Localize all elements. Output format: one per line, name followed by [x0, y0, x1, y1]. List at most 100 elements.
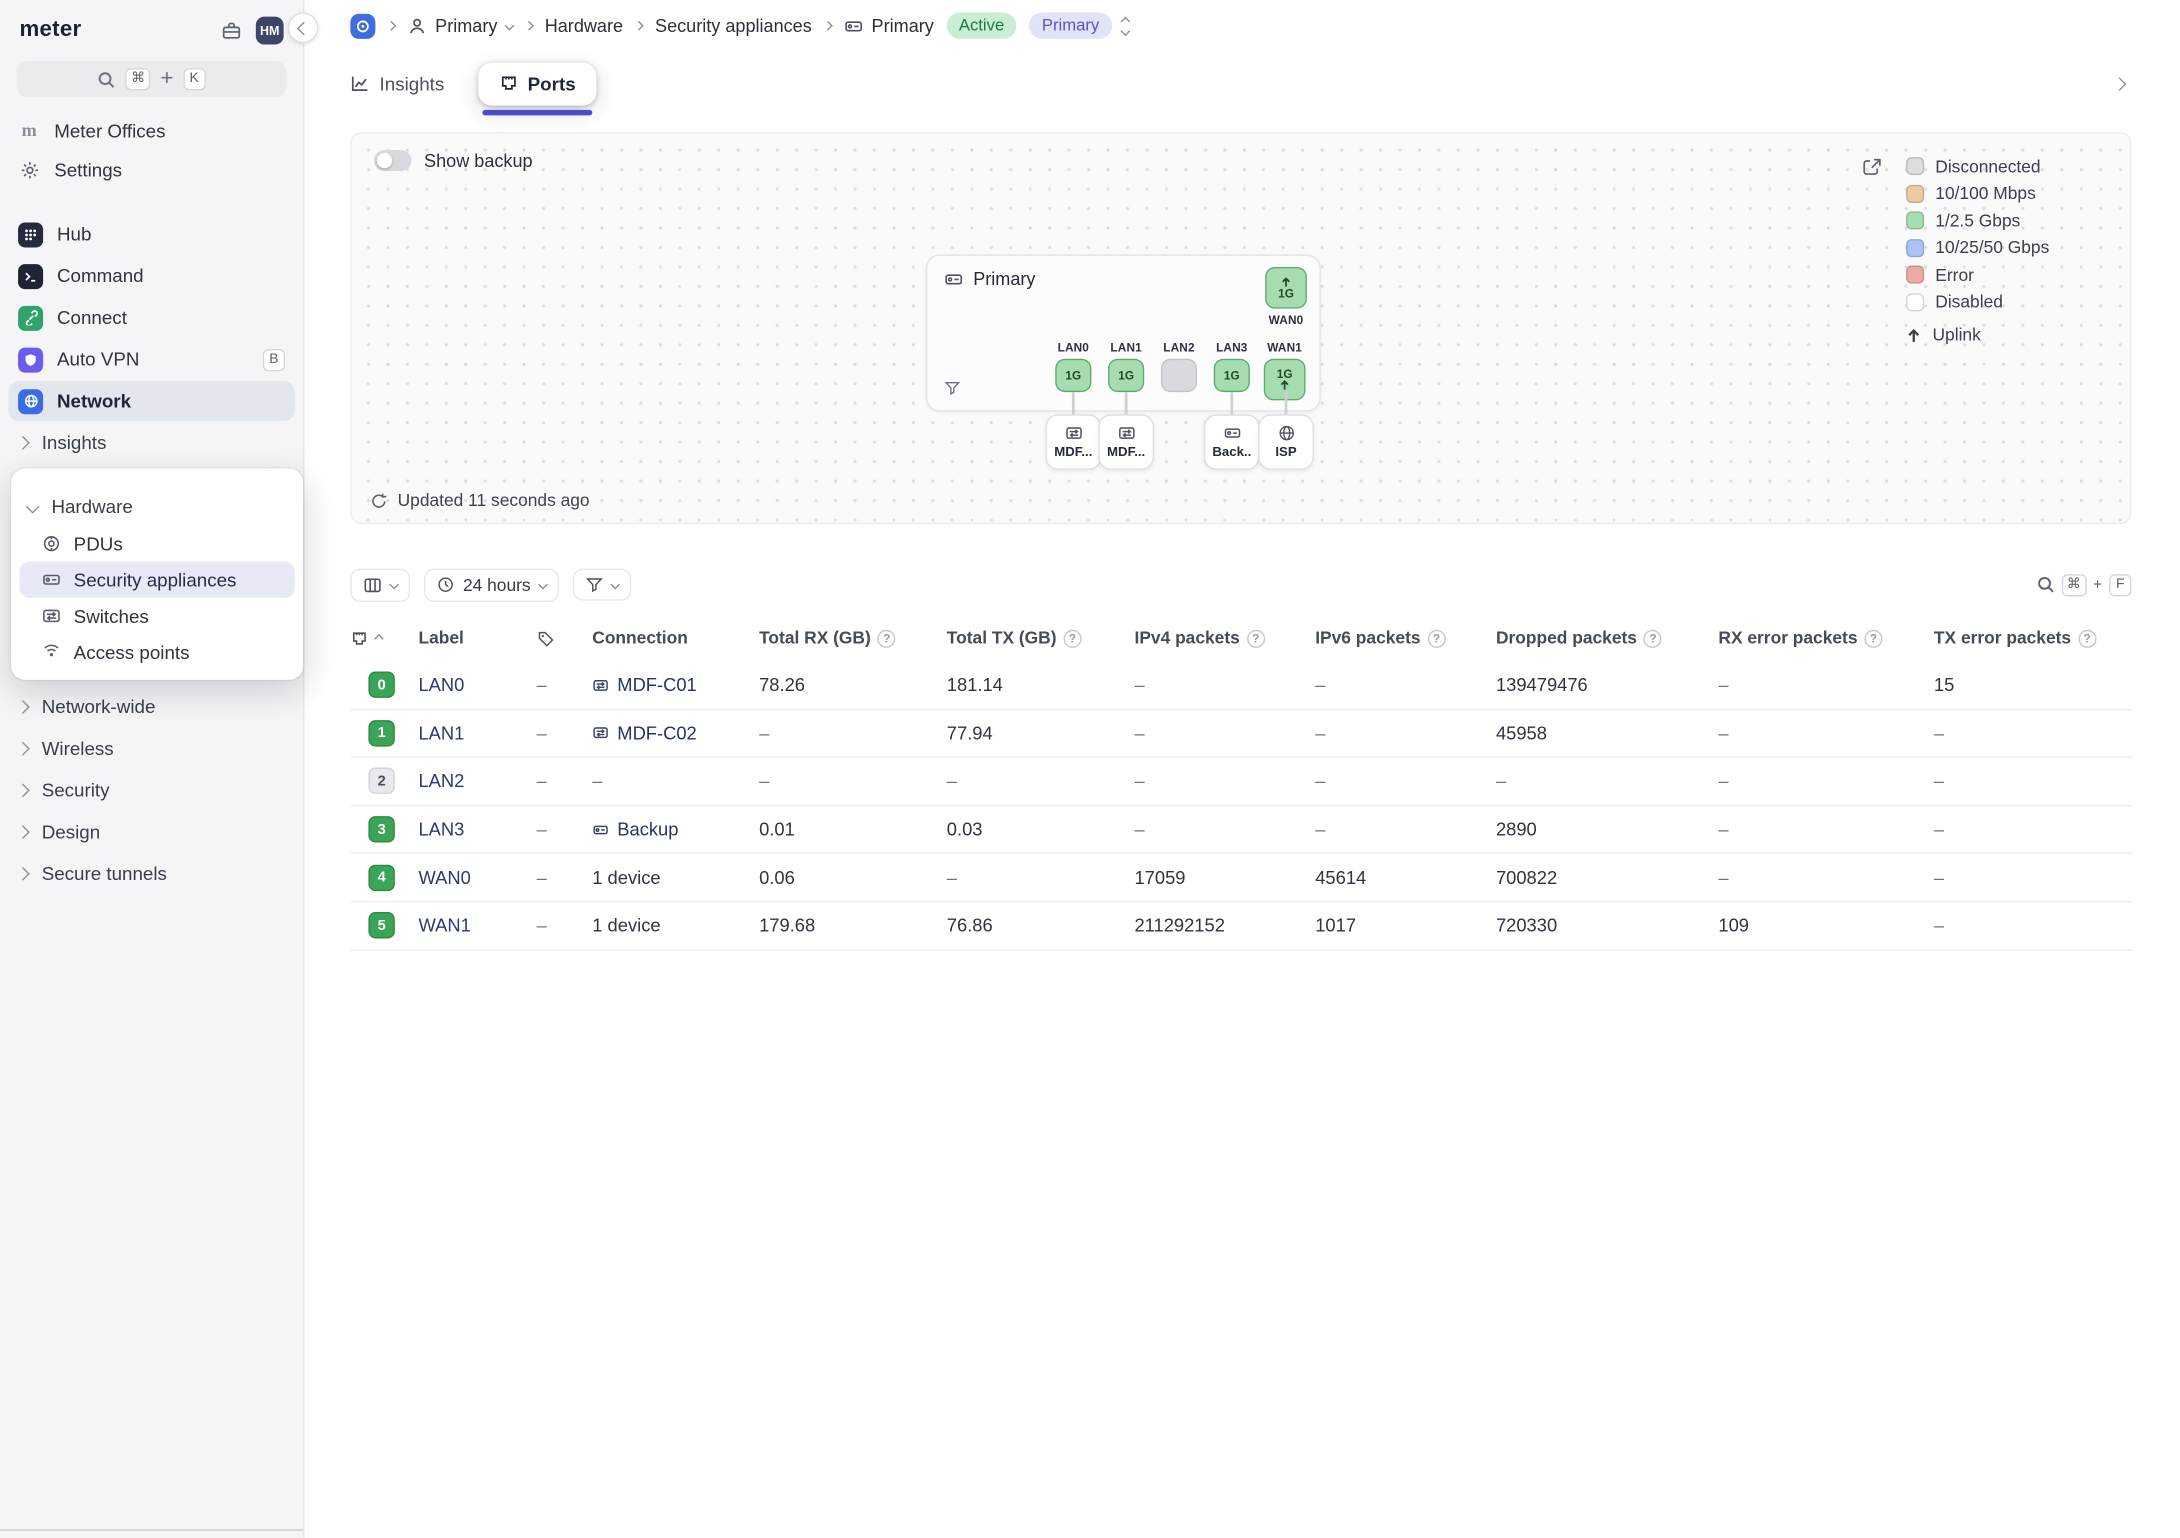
- column-dropped[interactable]: Dropped packets?: [1496, 628, 1718, 648]
- updated-status: Updated 11 seconds ago: [370, 491, 590, 510]
- port-lan3[interactable]: LAN3 1G: [1213, 341, 1250, 401]
- help-icon[interactable]: ?: [2078, 629, 2097, 648]
- column-port-number[interactable]: [350, 629, 418, 647]
- connection-link[interactable]: MDF-C02: [592, 723, 759, 744]
- port-lan2[interactable]: LAN2: [1160, 341, 1198, 401]
- filter-icon: [585, 576, 603, 594]
- time-range-button[interactable]: 24 hours: [424, 567, 559, 602]
- help-icon[interactable]: ?: [1427, 629, 1446, 648]
- table-row[interactable]: 4 WAN0 – 1 device 0.06 – 17059 45614 700…: [350, 854, 2132, 903]
- breadcrumb-hardware[interactable]: Hardware: [544, 15, 624, 37]
- legend-swatch-disabled: [1906, 293, 1925, 312]
- app-nav: Hub Command Connect Auto VPN B: [0, 214, 303, 422]
- sidebar-section-secure-tunnels[interactable]: Secure tunnels: [0, 852, 303, 894]
- sidebar-section-wireless[interactable]: Wireless: [0, 727, 303, 769]
- show-backup-toggle[interactable]: [373, 150, 412, 172]
- help-icon[interactable]: ?: [1643, 629, 1662, 648]
- port-lan0[interactable]: LAN0 1G: [1055, 341, 1092, 401]
- column-tx-errors[interactable]: TX error packets?: [1934, 628, 2133, 648]
- connection-link[interactable]: MDF-C01: [592, 675, 759, 696]
- updated-text: Updated 11 seconds ago: [397, 490, 590, 511]
- port-chip-lan1: 1G: [1108, 358, 1145, 393]
- sidebar-item-pdus[interactable]: PDUs: [19, 526, 294, 562]
- port-wan0[interactable]: 1G WAN0: [1262, 266, 1309, 327]
- column-total-tx[interactable]: Total TX (GB)?: [947, 628, 1135, 648]
- table-search[interactable]: ⌘ + F: [2036, 573, 2132, 596]
- device-node-isp[interactable]: ISP: [1258, 414, 1314, 470]
- sidebar-item-hub[interactable]: Hub: [0, 214, 303, 254]
- sidebar-item-org[interactable]: m Meter Offices: [0, 111, 303, 150]
- sidebar-section-hardware[interactable]: Hardware: [19, 488, 294, 526]
- help-icon[interactable]: ?: [1063, 629, 1082, 648]
- table-row[interactable]: 3 LAN3 – Backup 0.01 0.03 – – 2890 – –: [350, 806, 2132, 855]
- legend-swatch-error: [1906, 265, 1925, 284]
- sidebar-item-switches[interactable]: Switches: [19, 598, 294, 634]
- column-total-rx[interactable]: Total RX (GB)?: [759, 628, 947, 648]
- filter-button[interactable]: [572, 568, 631, 601]
- sidebar-item-auto-vpn[interactable]: Auto VPN B: [0, 339, 303, 379]
- tab-ports[interactable]: Ports: [477, 61, 597, 115]
- search-input[interactable]: ⌘ + K: [16, 61, 287, 98]
- column-connection[interactable]: Connection: [592, 628, 688, 648]
- insights-section-label: Insights: [41, 431, 107, 453]
- breadcrumb-device[interactable]: Primary: [844, 15, 934, 36]
- column-ipv4[interactable]: IPv4 packets?: [1134, 628, 1315, 648]
- column-label[interactable]: Label: [418, 628, 464, 648]
- shortcut-plus: +: [160, 66, 174, 91]
- table-row[interactable]: 1 LAN1 – MDF-C02 – 77.94 – – 45958 – –: [350, 710, 2132, 758]
- legend-item: 10/100 Mbps: [1906, 180, 2049, 207]
- filter-icon[interactable]: [944, 380, 961, 397]
- legend-item: 10/25/50 Gbps: [1906, 234, 2049, 261]
- column-rx-errors[interactable]: RX error packets?: [1718, 628, 1933, 648]
- breadcrumb-network[interactable]: Primary: [407, 15, 515, 36]
- sidebar-item-access-points[interactable]: Access points: [19, 634, 294, 670]
- avatar[interactable]: HM: [255, 16, 284, 45]
- security-appliance-icon: [42, 570, 61, 589]
- sidebar-section-insights[interactable]: Insights: [0, 421, 303, 463]
- sidebar-item-connect[interactable]: Connect: [0, 298, 303, 338]
- refresh-icon[interactable]: [370, 491, 388, 509]
- primary-appliance-node[interactable]: Primary 1G WAN0 LAN0 1G: [925, 254, 1321, 412]
- breadcrumb-security-appliances[interactable]: Security appliances: [655, 15, 812, 37]
- column-ipv6[interactable]: IPv6 packets?: [1315, 628, 1496, 648]
- table-row[interactable]: 2 LAN2 – – – – – – – – –: [350, 758, 2132, 807]
- device-node-mdf-2[interactable]: MDF...: [1098, 414, 1154, 470]
- search-icon: [98, 70, 116, 88]
- sort-asc-icon: [373, 633, 384, 644]
- toolbox-icon[interactable]: [217, 17, 245, 45]
- chart-icon: [350, 74, 369, 93]
- table-row[interactable]: 5 WAN1 – 1 device 179.68 76.86 211292152…: [350, 902, 2132, 951]
- connection-link[interactable]: Backup: [592, 819, 759, 840]
- legend-item: Disconnected: [1906, 153, 2049, 180]
- sidebar-item-command[interactable]: Command: [0, 256, 303, 296]
- ports-table: Label Connection Total RX (GB)? Total TX…: [350, 620, 2133, 951]
- table-row[interactable]: 0 LAN0 – MDF-C01 78.26 181.14 – – 139479…: [350, 662, 2132, 710]
- search-icon: [2036, 576, 2054, 594]
- export-icon[interactable]: [1862, 157, 1883, 178]
- column-tag[interactable]: [537, 629, 593, 647]
- network-icon: [18, 388, 44, 414]
- breadcrumb-separator: [386, 20, 397, 31]
- help-icon[interactable]: ?: [877, 629, 896, 648]
- sidebar-item-network[interactable]: Network: [8, 380, 295, 422]
- columns-button[interactable]: [350, 567, 411, 602]
- pdus-label: PDUs: [73, 533, 123, 555]
- sort-icon[interactable]: [1120, 15, 1130, 36]
- sidebar-item-security-appliances[interactable]: Security appliances: [19, 561, 295, 598]
- sidebar-section-security[interactable]: Security: [0, 769, 303, 811]
- device-node-backup[interactable]: Back..: [1203, 414, 1260, 470]
- sidebar-collapse-button[interactable]: [287, 12, 319, 44]
- port-lan1[interactable]: LAN1 1G: [1108, 341, 1145, 401]
- help-icon[interactable]: ?: [1246, 629, 1265, 648]
- chevron-right-icon: [16, 699, 30, 714]
- device-node-mdf-1[interactable]: MDF...: [1045, 414, 1102, 470]
- sidebar-section-network-wide[interactable]: Network-wide: [0, 685, 303, 727]
- sidebar-section-design[interactable]: Design: [0, 811, 303, 853]
- help-icon[interactable]: ?: [1864, 629, 1883, 648]
- tab-insights[interactable]: Insights: [350, 73, 444, 94]
- security-label: Security: [41, 779, 110, 801]
- connect-label: Connect: [57, 307, 127, 329]
- sidebar-item-settings[interactable]: Settings: [0, 150, 303, 189]
- tabs-overflow-button[interactable]: [2112, 51, 2127, 115]
- network-badge-icon[interactable]: [350, 13, 376, 39]
